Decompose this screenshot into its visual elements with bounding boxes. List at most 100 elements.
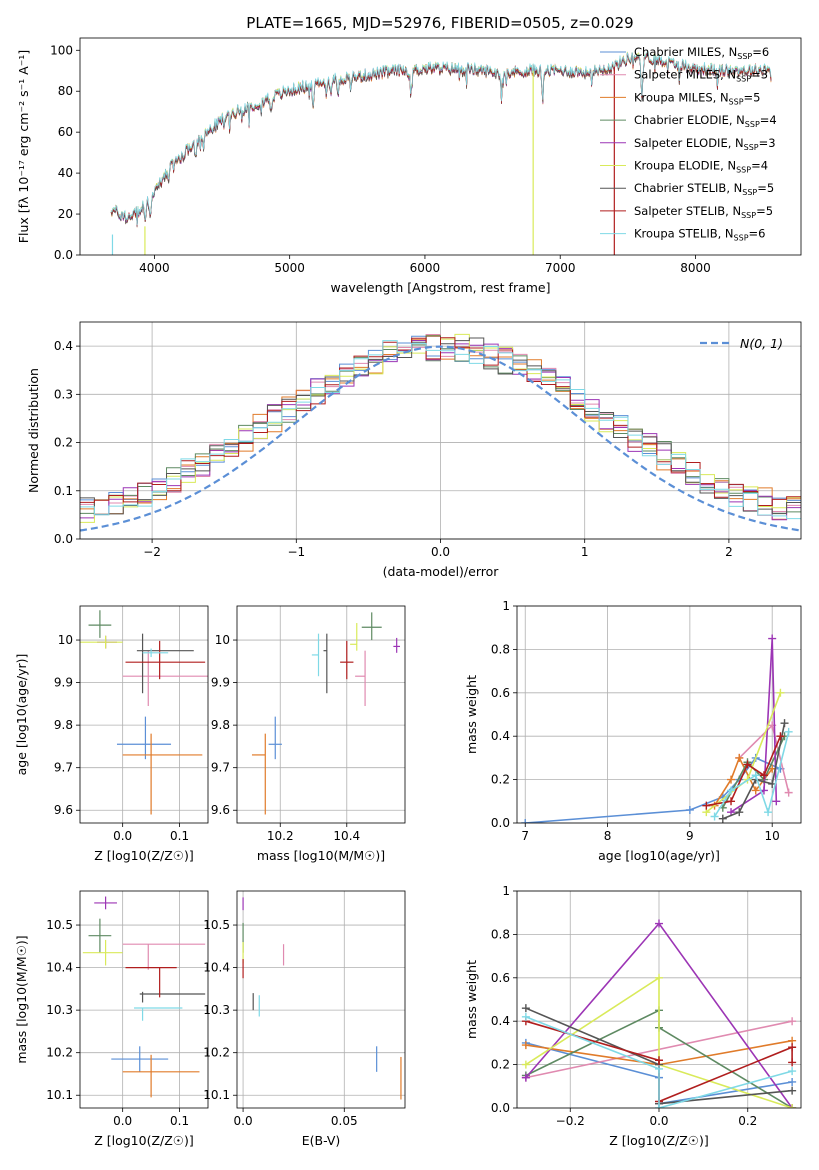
weight-marker xyxy=(727,775,736,784)
x-axis-label: E(B-V) xyxy=(302,1133,341,1148)
weight-marker xyxy=(759,771,768,780)
x-tick-label: 5000 xyxy=(274,261,305,275)
weight-marker xyxy=(768,634,777,643)
y-tick-label: 1 xyxy=(502,599,510,613)
legend-entry: Salpeter ELODIE, NSSP=3 xyxy=(634,136,776,152)
x-tick-label: 6000 xyxy=(410,261,441,275)
residual-histogram xyxy=(80,340,801,520)
weight-marker xyxy=(727,797,736,806)
y-tick-label: 9.9 xyxy=(211,676,230,690)
legend-entry: Kroupa MILES, NSSP=5 xyxy=(634,90,760,106)
weight-marker xyxy=(776,732,785,741)
weight-marker xyxy=(655,1064,663,1073)
weight-marker xyxy=(521,1073,530,1082)
y-tick-label: 10 xyxy=(58,633,73,647)
x-tick-label: −2 xyxy=(143,545,161,559)
plot-area xyxy=(521,919,797,1108)
weight-line xyxy=(525,756,781,823)
y-tick-label: 0.1 xyxy=(54,484,73,498)
axes-frame xyxy=(79,37,802,256)
weight-marker xyxy=(743,760,752,769)
x-tick-label: 10.4 xyxy=(333,829,360,843)
weight-marker xyxy=(521,1060,530,1069)
y-axis-label: mass weight xyxy=(464,960,479,1039)
x-tick-label: 7000 xyxy=(545,261,576,275)
plot-area xyxy=(251,612,401,815)
y-tick-label: 1 xyxy=(502,884,510,898)
y-tick-label: 10.3 xyxy=(46,1003,73,1017)
y-tick-label: 10.1 xyxy=(203,1088,230,1102)
x-tick-label: 0.05 xyxy=(331,1114,358,1128)
weight-marker xyxy=(521,1012,530,1021)
panel-age_vs_mass: 10.2 10.4 9.6 9.7 9.8 9.9 10 mass [log10(M/M☉)] xyxy=(211,605,406,863)
weight-marker xyxy=(718,814,727,823)
weight-marker xyxy=(751,771,760,780)
x-tick-label: 0.1 xyxy=(170,829,189,843)
plot-area xyxy=(80,610,208,815)
y-tick-label: 10 xyxy=(215,633,230,647)
weight-marker xyxy=(788,1017,797,1026)
x-tick-label: 0.0 xyxy=(113,1114,132,1128)
y-tick-label: 10.3 xyxy=(203,1003,230,1017)
y-tick-label: 10.4 xyxy=(203,961,230,975)
figure-title: PLATE=1665, MJD=52976, FIBERID=0505, z=0… xyxy=(246,14,633,32)
weight-marker xyxy=(788,1058,797,1067)
weight-marker xyxy=(685,805,694,814)
x-tick-label: 1 xyxy=(581,545,589,559)
y-tick-label: 0.2 xyxy=(491,773,510,787)
x-axis-label: age [log10(age/yr)] xyxy=(598,848,720,863)
weight-marker xyxy=(710,812,719,821)
legend-entry: N(0, 1) xyxy=(740,336,783,351)
weight-marker xyxy=(655,919,663,928)
legend-entry: Salpeter MILES, NSSP=3 xyxy=(634,68,768,84)
x-axis-label: Z [log10(Z/Z☉)] xyxy=(94,1133,194,1148)
x-tick-label: −0.2 xyxy=(556,1114,585,1128)
axes-frame xyxy=(79,321,802,540)
y-tick-label: 0.3 xyxy=(54,387,73,401)
x-tick-label: 7 xyxy=(521,829,529,843)
y-axis-label: mass [log10(M/M☉)] xyxy=(14,935,29,1063)
legend-entry: Kroupa STELIB, NSSP=6 xyxy=(634,227,765,243)
panel-mass_vs_Z: 0.0 0.1 10.1 10.2 10.3 10.4 10.5 Z [log10(Z/Z☉)… xyxy=(14,890,209,1148)
y-tick-label: 0.6 xyxy=(491,686,510,700)
weight-marker xyxy=(735,808,744,817)
y-tick-label: 10.2 xyxy=(46,1046,73,1060)
y-tick-label: 40 xyxy=(58,166,73,180)
weight-line xyxy=(525,1016,793,1108)
panel-weight_vs_Z: −0.2 0.0 0.2 0.0 0.2 0.4 0.6 0.8 1 Z [log10(Z/Z☉)… xyxy=(464,884,802,1148)
y-tick-label: 0.6 xyxy=(491,971,510,985)
weight-line xyxy=(722,735,786,809)
plot-area xyxy=(521,634,793,823)
residual-histogram xyxy=(80,337,801,507)
y-tick-label: 10.5 xyxy=(203,918,230,932)
weight-marker xyxy=(764,808,773,817)
weight-marker xyxy=(788,1043,797,1052)
y-tick-label: 9.6 xyxy=(211,803,230,817)
x-tick-label: 9 xyxy=(686,829,694,843)
x-tick-label: 0.0 xyxy=(431,545,450,559)
axes-frame xyxy=(236,605,406,824)
y-tick-label: 9.8 xyxy=(211,718,230,732)
panel-age_vs_Z: 0.0 0.1 9.6 9.7 9.8 9.9 10 Z [log10(Z/Z☉)] age [… xyxy=(14,605,209,863)
weight-marker xyxy=(655,973,663,982)
x-tick-label: 8 xyxy=(604,829,612,843)
weight-marker xyxy=(521,1041,530,1050)
x-axis-label: mass [log10(M/M☉)] xyxy=(257,848,385,863)
weight-marker xyxy=(751,786,760,795)
x-tick-label: 0.0 xyxy=(113,829,132,843)
weight-marker xyxy=(784,788,793,797)
legend-entry: Salpeter STELIB, NSSP=5 xyxy=(634,204,773,220)
spectrum-line xyxy=(110,50,772,226)
x-tick-label: 0.0 xyxy=(649,1114,668,1128)
weight-marker xyxy=(702,801,711,810)
legend-entry: Chabrier ELODIE, NSSP=4 xyxy=(634,113,777,129)
weight-marker xyxy=(655,1104,663,1108)
plot-area xyxy=(82,896,206,1098)
y-tick-label: 10.4 xyxy=(46,961,73,975)
y-tick-label: 60 xyxy=(58,125,73,139)
weight-marker xyxy=(780,719,789,728)
axes-frame xyxy=(236,890,406,1109)
y-tick-label: 0.0 xyxy=(54,248,73,262)
y-tick-label: 9.7 xyxy=(54,761,73,775)
